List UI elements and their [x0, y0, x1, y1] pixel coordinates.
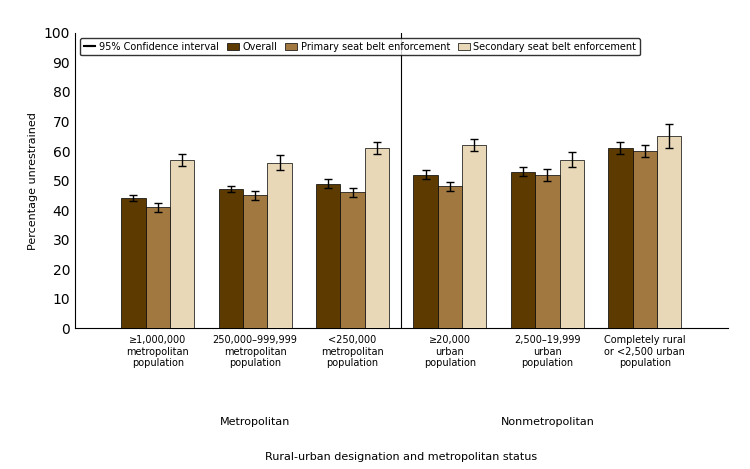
Bar — [122, 198, 146, 328]
Bar — [364, 148, 389, 328]
Bar — [657, 136, 681, 328]
Bar — [632, 151, 657, 328]
Bar — [316, 183, 340, 328]
Legend: 95% Confidence interval, Overall, Primary seat belt enforcement, Secondary seat : 95% Confidence interval, Overall, Primar… — [80, 38, 640, 55]
Text: Metropolitan: Metropolitan — [220, 417, 290, 427]
Bar — [536, 174, 560, 328]
Bar — [219, 189, 243, 328]
Bar — [608, 148, 632, 328]
Bar — [511, 172, 536, 328]
Bar — [438, 187, 462, 328]
Bar — [267, 163, 292, 328]
Bar — [462, 145, 487, 328]
Text: Rural-urban designation and metropolitan status: Rural-urban designation and metropolitan… — [266, 453, 537, 462]
Text: Nonmetropolitan: Nonmetropolitan — [500, 417, 594, 427]
Bar — [560, 160, 584, 328]
Bar — [146, 207, 170, 328]
Y-axis label: Percentage unrestrained: Percentage unrestrained — [28, 112, 38, 250]
Bar — [413, 174, 438, 328]
Bar — [243, 195, 267, 328]
Bar — [170, 160, 194, 328]
Bar — [340, 192, 364, 328]
